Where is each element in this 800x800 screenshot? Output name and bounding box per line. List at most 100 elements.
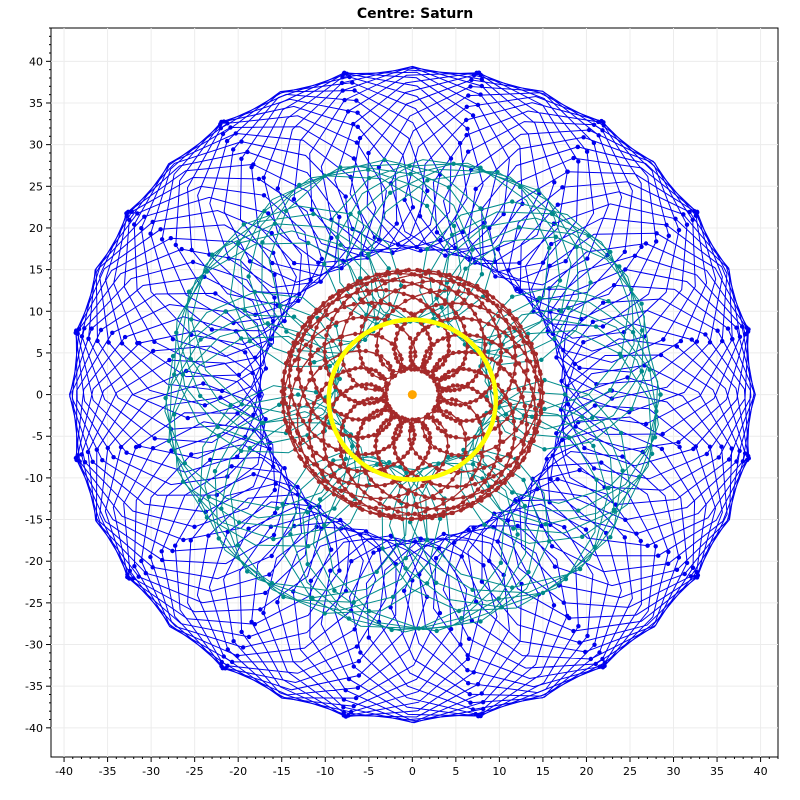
series-point: [266, 211, 271, 216]
series-point: [268, 337, 274, 342]
series-point: [555, 477, 560, 482]
series-point: [584, 149, 590, 154]
series-point: [488, 403, 493, 408]
series-point: [345, 109, 351, 114]
series-point: [355, 110, 360, 115]
series-point: [182, 461, 187, 466]
series-point: [130, 576, 136, 581]
series-point: [473, 398, 479, 403]
series-point: [455, 367, 461, 373]
series-point: [229, 464, 234, 469]
series-point: [744, 325, 749, 330]
series-point: [423, 354, 428, 359]
series-point: [246, 274, 251, 279]
series-point: [341, 705, 346, 710]
series-point: [501, 211, 506, 217]
series-point: [639, 301, 644, 306]
series-point: [654, 239, 659, 244]
series-point: [515, 532, 520, 537]
series-point: [181, 537, 186, 543]
series-point: [387, 460, 392, 465]
series-point: [173, 543, 178, 548]
series-point: [437, 288, 442, 294]
series-point: [269, 230, 274, 236]
series-point: [593, 324, 599, 329]
series-point: [629, 406, 634, 412]
series-point: [471, 73, 477, 78]
series-point: [427, 440, 433, 445]
series-point: [322, 611, 327, 616]
series-point: [496, 423, 501, 428]
series-point: [261, 420, 266, 425]
series-point: [408, 350, 413, 355]
x-tick-label: -40: [55, 765, 73, 778]
series-point: [119, 341, 125, 346]
series-point: [387, 302, 392, 307]
series-point: [271, 536, 276, 542]
series-point: [599, 460, 604, 465]
series-point: [404, 502, 410, 507]
series-point: [448, 434, 453, 439]
series-point: [408, 171, 413, 177]
series-point: [608, 388, 613, 393]
series-point: [352, 88, 357, 93]
series-point: [443, 253, 448, 258]
series-point: [152, 436, 157, 441]
series-point: [396, 242, 401, 247]
series-point: [465, 653, 470, 658]
series-point: [82, 326, 87, 331]
series-point: [491, 317, 496, 322]
series-point: [394, 436, 399, 442]
series-point: [258, 607, 263, 612]
series-point: [459, 615, 464, 621]
series-point: [376, 165, 382, 170]
series-point: [158, 227, 163, 232]
series-point: [409, 367, 414, 372]
series-point: [591, 122, 597, 128]
series-point: [539, 382, 544, 387]
series-point: [424, 426, 430, 432]
series-point: [464, 117, 469, 123]
series-point: [332, 506, 337, 511]
series-point: [487, 226, 492, 231]
series-point: [737, 334, 743, 339]
series-point: [273, 481, 278, 486]
series-point: [525, 368, 530, 373]
series-point: [330, 300, 335, 305]
series-point: [490, 295, 496, 300]
series-point: [551, 603, 557, 608]
series-point: [282, 466, 287, 471]
series-point: [393, 337, 399, 342]
series-point: [332, 588, 337, 593]
series-point: [471, 525, 476, 530]
series-point: [465, 126, 470, 131]
series-point: [308, 324, 314, 329]
series-point: [282, 370, 287, 375]
series-point: [465, 668, 470, 673]
x-tick-label: -30: [142, 765, 160, 778]
series-point: [369, 382, 374, 387]
series-point: [179, 246, 184, 252]
series-point: [201, 381, 206, 386]
series-point: [372, 387, 378, 392]
series-point: [617, 264, 622, 269]
series-point: [463, 437, 468, 442]
series-point: [364, 281, 369, 287]
series-point: [366, 635, 371, 640]
series-point: [357, 210, 362, 215]
series-point: [292, 358, 297, 363]
series-point: [511, 419, 516, 424]
series-point: [251, 472, 256, 477]
series-point: [413, 451, 419, 456]
series-point: [338, 453, 344, 459]
series-point: [388, 406, 393, 412]
series-point: [427, 463, 433, 468]
series-point: [354, 383, 359, 388]
series-point: [449, 452, 454, 457]
series-point: [142, 214, 147, 219]
series-point: [480, 700, 486, 705]
series-point: [374, 569, 379, 574]
series-point: [684, 560, 690, 566]
series-point: [442, 301, 447, 307]
series-point: [135, 340, 140, 346]
